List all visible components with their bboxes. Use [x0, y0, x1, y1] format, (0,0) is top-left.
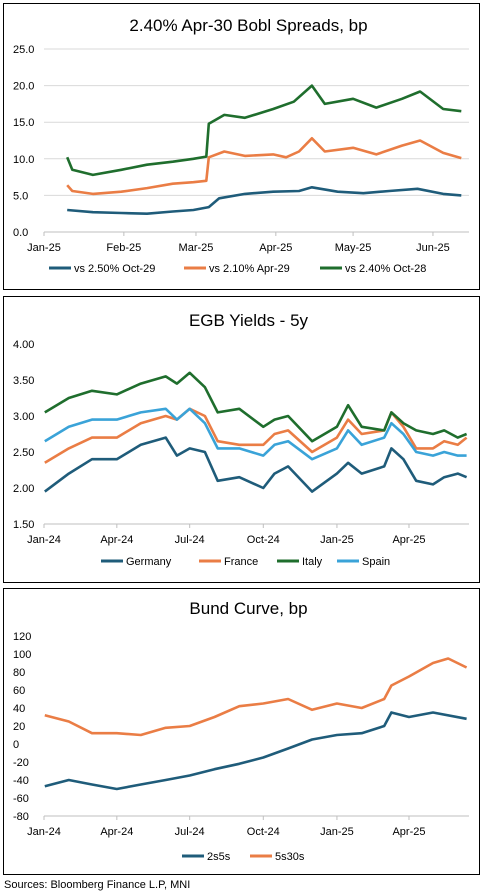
series-line-vs-2-10-apr-29 — [66, 137, 462, 196]
y-tick-label: 20 — [13, 721, 25, 733]
y-tick-label: -80 — [13, 811, 29, 823]
bund-curve-chart: Bund Curve, bp -80 -60 -40 -20 0 20 40 60 80 100 12… — [13, 599, 469, 863]
y-tick-label: 40 — [13, 703, 25, 715]
x-tick-label: Jan-25 — [320, 534, 354, 546]
x-tick-label: Apr-25 — [259, 242, 292, 254]
y-tick-label: 3.00 — [13, 411, 34, 423]
x-tick-label: Oct-24 — [247, 534, 280, 546]
y-tick-label: 3.50 — [13, 375, 34, 387]
chart-title: Bund Curve, bp — [189, 599, 307, 618]
chart-panel-bund-curve: Bund Curve, bp -80 -60 -40 -20 0 20 40 60 80 100 12… — [3, 588, 480, 875]
x-tick-label: May-25 — [335, 242, 372, 254]
egb-yields-chart: EGB Yields - 5y 1.50 2.00 2.50 3.00 3.50 4.00 J… — [13, 311, 469, 568]
y-tick-label: 2.00 — [13, 483, 34, 495]
legend-label: France — [224, 556, 258, 568]
x-tick-label: Jan-25 — [27, 242, 61, 254]
legend-label: Spain — [362, 556, 390, 568]
chart-title: EGB Yields - 5y — [189, 311, 309, 330]
x-tick-label: Jul-24 — [175, 534, 205, 546]
y-tick-label: 25.0 — [13, 44, 34, 56]
x-tick-label: Mar-25 — [179, 242, 214, 254]
y-tick-label: 0.0 — [13, 227, 28, 239]
x-tick-label: Apr-25 — [392, 534, 425, 546]
x-tick-label: Jan-24 — [27, 534, 61, 546]
series-line-5s30s — [44, 657, 468, 737]
y-tick-label: 4.00 — [13, 339, 34, 351]
x-tick-label: Jan-24 — [27, 826, 61, 838]
y-tick-label: 0 — [13, 739, 19, 751]
legend-label: 2s5s — [207, 851, 231, 863]
y-tick-label: -20 — [13, 757, 29, 769]
y-tick-label: 10.0 — [13, 154, 34, 166]
y-tick-label: 15.0 — [13, 117, 34, 129]
series-line-vs-2-40-oct-28 — [65, 84, 462, 177]
y-tick-label: 120 — [13, 631, 31, 643]
legend-label: vs 2.40% Oct-28 — [345, 263, 426, 275]
legend-label: vs 2.50% Oct-29 — [74, 263, 155, 275]
x-tick-label: Jun-25 — [416, 242, 450, 254]
legend-label: vs 2.10% Apr-29 — [209, 263, 290, 275]
y-tick-label: 20.0 — [13, 81, 34, 93]
series-line-germany — [44, 436, 468, 493]
y-tick-label: 100 — [13, 649, 31, 661]
x-tick-label: Apr-25 — [392, 826, 425, 838]
y-tick-label: 1.50 — [13, 519, 34, 531]
x-tick-label: Oct-24 — [247, 826, 280, 838]
y-tick-label: 5.0 — [13, 190, 28, 202]
series-line-2s5s — [44, 711, 467, 791]
chart-panel-bobl-spreads: 2.40% Apr-30 Bobl Spreads, bp 0.0 5.0 10.0 1… — [3, 3, 480, 290]
bobl-spreads-chart: 2.40% Apr-30 Bobl Spreads, bp 0.0 5.0 10.0 1… — [13, 16, 469, 275]
legend-label: 5s30s — [275, 851, 305, 863]
series-line-france — [44, 407, 468, 464]
chart-title: 2.40% Apr-30 Bobl Spreads, bp — [129, 16, 367, 35]
series-line-spain — [44, 407, 467, 461]
x-tick-label: Apr-24 — [100, 826, 133, 838]
y-tick-label: -60 — [13, 793, 29, 805]
legend-label: Italy — [302, 556, 323, 568]
y-tick-label: -40 — [13, 775, 29, 787]
x-tick-label: Jul-24 — [175, 826, 205, 838]
series-line-italy — [44, 371, 468, 443]
chart-panel-egb-yields: EGB Yields - 5y 1.50 2.00 2.50 3.00 3.50 4.00 J… — [3, 296, 480, 583]
x-tick-label: Feb-25 — [106, 242, 141, 254]
source-note: Sources: Bloomberg Finance L.P, MNI — [4, 879, 191, 891]
series-line-vs-2-50-oct-29 — [67, 186, 462, 215]
y-tick-label: 2.50 — [13, 447, 34, 459]
legend-label: Germany — [126, 556, 172, 568]
y-tick-label: 80 — [13, 667, 25, 679]
y-tick-label: 60 — [13, 685, 25, 697]
x-tick-label: Apr-24 — [100, 534, 133, 546]
x-tick-label: Jan-25 — [320, 826, 354, 838]
